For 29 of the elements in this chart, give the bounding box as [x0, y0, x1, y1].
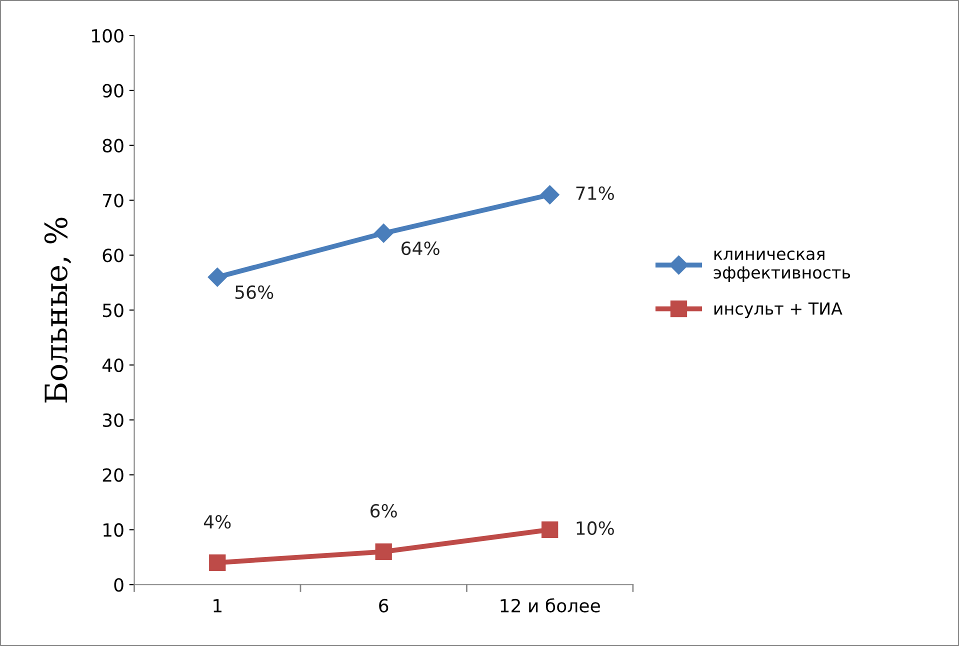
y-tick-label: 20 [102, 468, 124, 482]
point [540, 185, 560, 204]
y-tick-label: 60 [102, 248, 124, 262]
point [541, 521, 558, 538]
y-tick-label: 100 [92, 28, 124, 43]
y-tick-label: 30 [102, 413, 124, 428]
y-tick-label: 10 [104, 523, 124, 537]
point [375, 543, 392, 560]
y-tick-label: 0 [114, 578, 124, 592]
y-tick-label: 50 [102, 304, 124, 318]
x-tick-label: 6 [379, 598, 388, 612]
y-tick-label: 90 [102, 84, 124, 98]
x-tick-label: 12 и более [500, 598, 600, 612]
y-tick-label: 40 [102, 358, 124, 372]
x-tick-label: 1 [214, 599, 222, 612]
data-label: 10% [576, 521, 614, 535]
legend-label: инсульт + ТИА [714, 302, 842, 318]
legend-label: клиническая эффективность [714, 250, 850, 282]
point [208, 268, 227, 287]
point [209, 554, 226, 571]
y-tick-label: 70 [103, 194, 124, 208]
y-tick-label: 80 [102, 138, 124, 152]
point [374, 224, 394, 243]
data-label: 56% [235, 285, 274, 300]
data-label: 64% [402, 241, 440, 256]
data-label: 4% [204, 514, 231, 529]
data-label: 71% [576, 186, 614, 200]
y-axis-title: Больные, % [44, 218, 72, 402]
data-label: 6% [370, 504, 397, 518]
